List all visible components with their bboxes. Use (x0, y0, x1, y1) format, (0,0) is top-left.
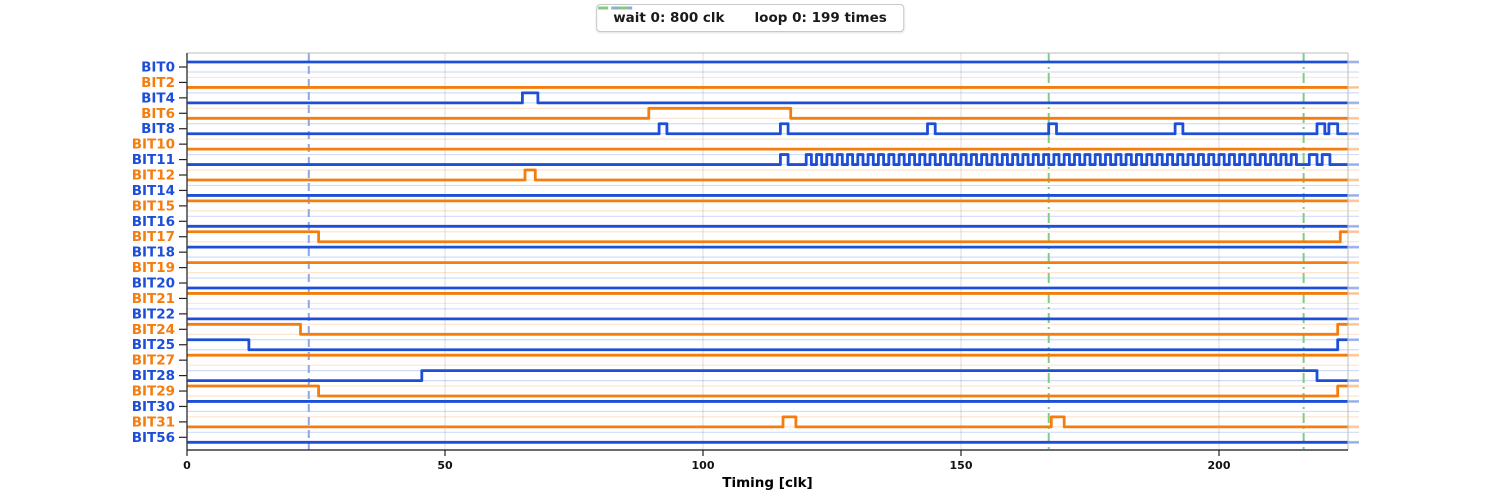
x-axis: 0 50 100 150 200 Timing [clk] (183, 450, 1231, 491)
x-gridlines (186, 53, 1220, 450)
signal-label-BIT18: BIT18 (132, 245, 175, 261)
signal-label-BIT12: BIT12 (132, 168, 175, 184)
signal-label-BIT21: BIT21 (132, 291, 175, 307)
signal-label-BIT14: BIT14 (132, 183, 175, 199)
signal-label-BIT10: BIT10 (132, 137, 175, 153)
signal-label-BIT8: BIT8 (141, 121, 175, 137)
legend-label-loop: loop 0: 199 times (754, 10, 887, 26)
x-tick-label-0: 0 (183, 459, 191, 472)
x-tick-label-200: 200 (1208, 459, 1231, 472)
wave-BIT6 (187, 106, 1348, 120)
plot-spines (186, 52, 1349, 451)
wave-BIT12 (187, 168, 1348, 182)
legend: wait 0: 800 clk loop 0: 199 times (596, 4, 904, 32)
signal-label-BIT56: BIT56 (132, 430, 175, 446)
wave-BIT31 (187, 415, 1348, 429)
x-axis-label: Timing [clk] (722, 475, 812, 491)
signal-label-BIT19: BIT19 (132, 260, 175, 276)
event-markers (307, 53, 1305, 450)
signal-label-BIT27: BIT27 (132, 353, 175, 369)
signal-label-BIT6: BIT6 (141, 106, 175, 122)
signal-label-BIT22: BIT22 (132, 306, 175, 322)
wave-BIT4 (187, 91, 1348, 105)
signal-label-BIT30: BIT30 (132, 399, 175, 415)
wave-BIT17 (187, 230, 1348, 244)
legend-item-loop: loop 0: 199 times (598, 6, 887, 26)
legend-label-wait: wait 0: 800 clk (613, 10, 725, 26)
loop-line-sample-icon (598, 6, 633, 10)
wave-BIT11 (187, 153, 1348, 166)
wave-BIT8 (187, 122, 1348, 136)
x-tick-label-150: 150 (950, 459, 973, 472)
signal-label-BIT25: BIT25 (132, 337, 175, 353)
legend-item-wait: wait 0: 800 clk (598, 6, 725, 26)
signal-label-BIT24: BIT24 (132, 322, 175, 338)
signal-label-BIT31: BIT31 (132, 414, 175, 430)
signal-label-BIT0: BIT0 (141, 60, 175, 76)
wave-BIT29 (187, 384, 1348, 398)
waveforms: BIT0BIT2BIT4BIT6BIT8BIT10BIT11BIT12BIT14… (132, 60, 1359, 446)
signal-label-BIT2: BIT2 (141, 75, 175, 91)
signal-label-BIT17: BIT17 (132, 229, 175, 245)
signal-label-BIT15: BIT15 (132, 198, 175, 214)
signal-label-BIT11: BIT11 (132, 152, 175, 168)
signal-label-BIT16: BIT16 (132, 214, 175, 230)
signal-label-BIT28: BIT28 (132, 368, 175, 384)
signal-label-BIT20: BIT20 (132, 276, 175, 292)
signal-label-BIT4: BIT4 (141, 90, 175, 106)
signal-label-BIT29: BIT29 (132, 384, 175, 400)
x-tick-label-100: 100 (692, 459, 715, 472)
x-tick-label-50: 50 (437, 459, 453, 472)
wave-BIT25 (187, 338, 1348, 352)
wave-BIT24 (187, 322, 1348, 336)
wave-BIT28 (187, 369, 1348, 382)
